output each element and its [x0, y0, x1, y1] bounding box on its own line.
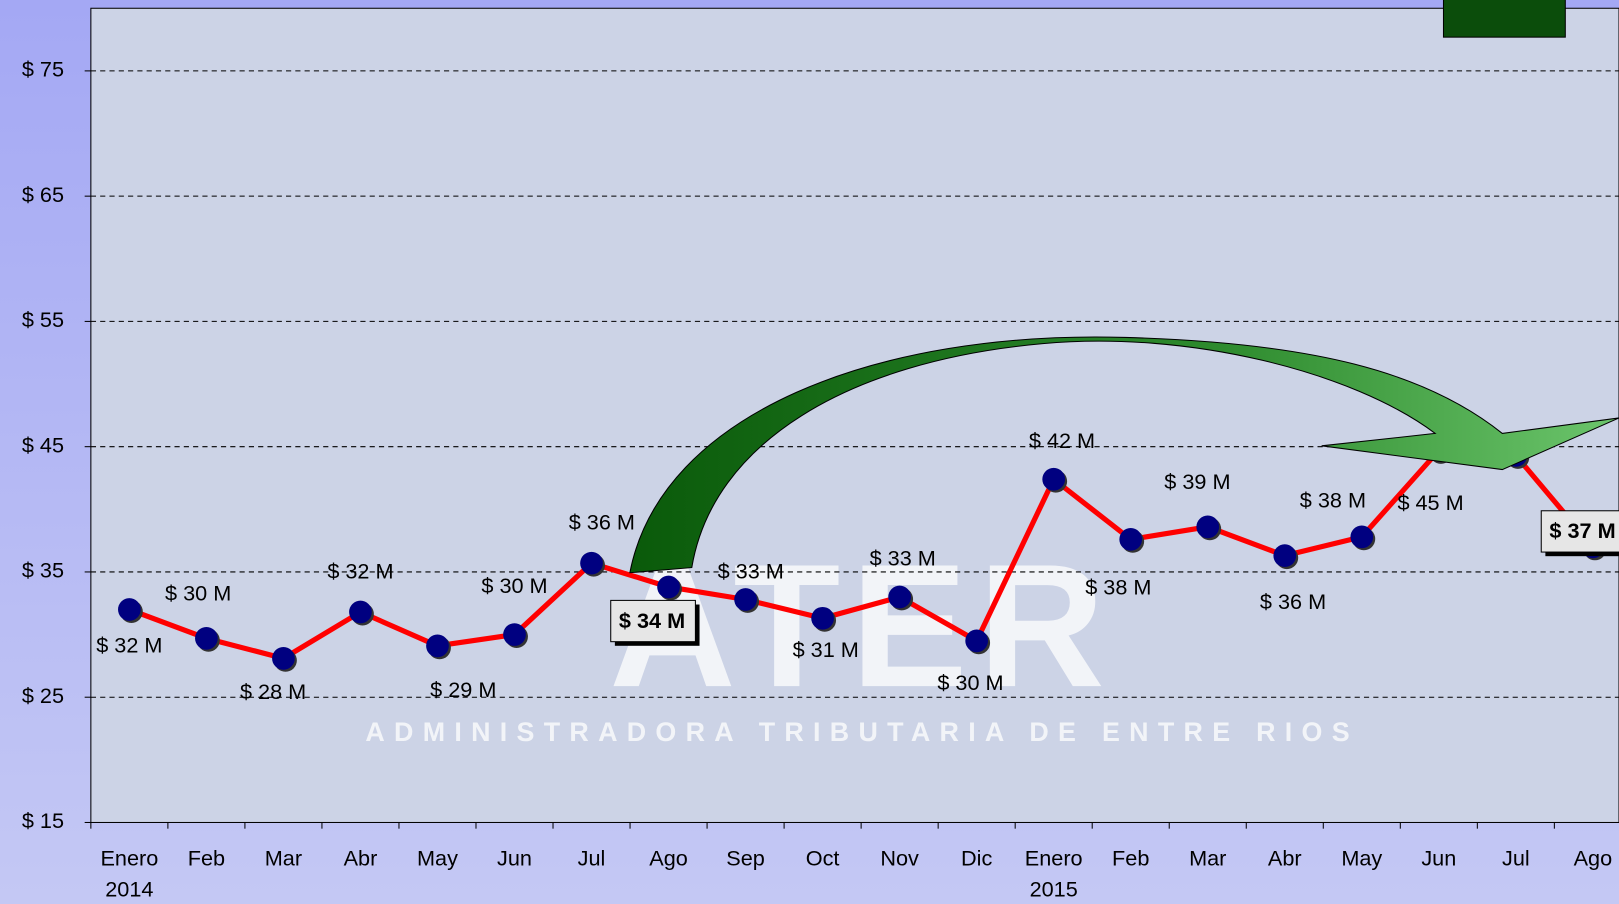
x-tick-label: Nov: [880, 845, 919, 870]
marker: [426, 634, 449, 658]
data-label: $ 45 M: [1397, 490, 1463, 515]
y-tick-label: $ 75: [22, 57, 64, 82]
data-label: $ 32 M: [327, 559, 393, 584]
marker: [349, 600, 372, 624]
marker: [888, 585, 911, 609]
marker: [811, 606, 834, 630]
x-tick-label: Enero 2014: [100, 845, 158, 901]
x-tick-label: Jul: [578, 845, 606, 870]
data-label: $ 38 M: [1085, 575, 1151, 600]
arrow: [629, 336, 1619, 574]
data-label: $ 29 M: [430, 677, 496, 702]
data-label: $ 39 M: [1164, 469, 1230, 494]
data-label: $ 33 M: [718, 558, 784, 583]
plot-area: [90, 7, 1619, 823]
data-label: $ 31 M: [793, 637, 859, 662]
x-tick-label: Sep: [726, 845, 765, 870]
data-label: $ 34 M: [619, 608, 685, 633]
data-label: $ 32 M: [96, 632, 162, 657]
x-tick-label: Jun: [497, 845, 532, 870]
y-tick-label: $ 25: [22, 683, 64, 708]
marker: [580, 551, 603, 575]
marker: [1042, 467, 1066, 491]
data-label: $ 36 M: [569, 510, 635, 535]
data-label: $ 37 M: [1549, 518, 1615, 543]
x-tick-label: Feb: [1112, 845, 1149, 870]
watermark-subtitle: ADMINISTRADORA TRIBUTARIA DE ENTRE RIOS: [365, 717, 1359, 747]
data-label: $ 38 M: [1300, 488, 1366, 513]
marker: [965, 629, 989, 653]
data-label: $ 30 M: [481, 573, 547, 598]
x-tick-label: Jul: [1502, 845, 1530, 870]
marker: [1273, 544, 1297, 568]
marker: [657, 575, 680, 599]
data-label: $ 36 M: [1260, 589, 1326, 614]
y-tick-label: $ 65: [22, 182, 64, 207]
marker: [1119, 528, 1143, 551]
x-tick-label: Feb: [188, 845, 225, 870]
label-box: [610, 599, 696, 643]
x-tick-label: Oct: [806, 845, 840, 870]
marker: [272, 647, 295, 670]
x-tick-label: Abr: [1268, 845, 1302, 870]
data-label: $ 33 M: [870, 546, 936, 571]
data-label: $ 30 M: [165, 581, 231, 606]
y-tick-label: $ 55: [22, 307, 64, 332]
marker: [734, 588, 757, 611]
marks: $ 15 $ 25 $ 35 $ 45 $ 55 $ 65 $ 75 Enero 2014 Feb…: [22, 57, 1619, 901]
y-tick-label: $ 15: [22, 808, 64, 833]
marker: [503, 623, 526, 646]
data-label: $ 28 M: [240, 679, 306, 704]
x-tick-label: Dic: [961, 845, 992, 870]
data-label: $ 42 M: [1029, 428, 1095, 453]
marker: [1196, 515, 1220, 539]
x-tick-label: Jun: [1421, 845, 1456, 870]
x-tick-label: May: [1341, 845, 1382, 870]
marker: [195, 626, 218, 650]
x-tick-label: Abr: [344, 845, 378, 870]
x-tick-label: Enero 2015: [1025, 845, 1083, 901]
marker: [1350, 525, 1374, 549]
x-tick-label: Ago: [1574, 845, 1613, 870]
x-tick-label: Ago: [649, 845, 688, 870]
data-label: $ 30 M: [937, 670, 1003, 695]
x-tick-label: Mar: [1189, 845, 1226, 870]
corner-box: [1442, 0, 1566, 38]
marker: [118, 598, 141, 621]
x-tick-label: May: [417, 845, 458, 870]
label-box: [1540, 510, 1619, 553]
y-tick-label: $ 45: [22, 432, 64, 457]
x-tick-label: Mar: [265, 845, 302, 870]
y-tick-label: $ 35: [22, 558, 64, 583]
